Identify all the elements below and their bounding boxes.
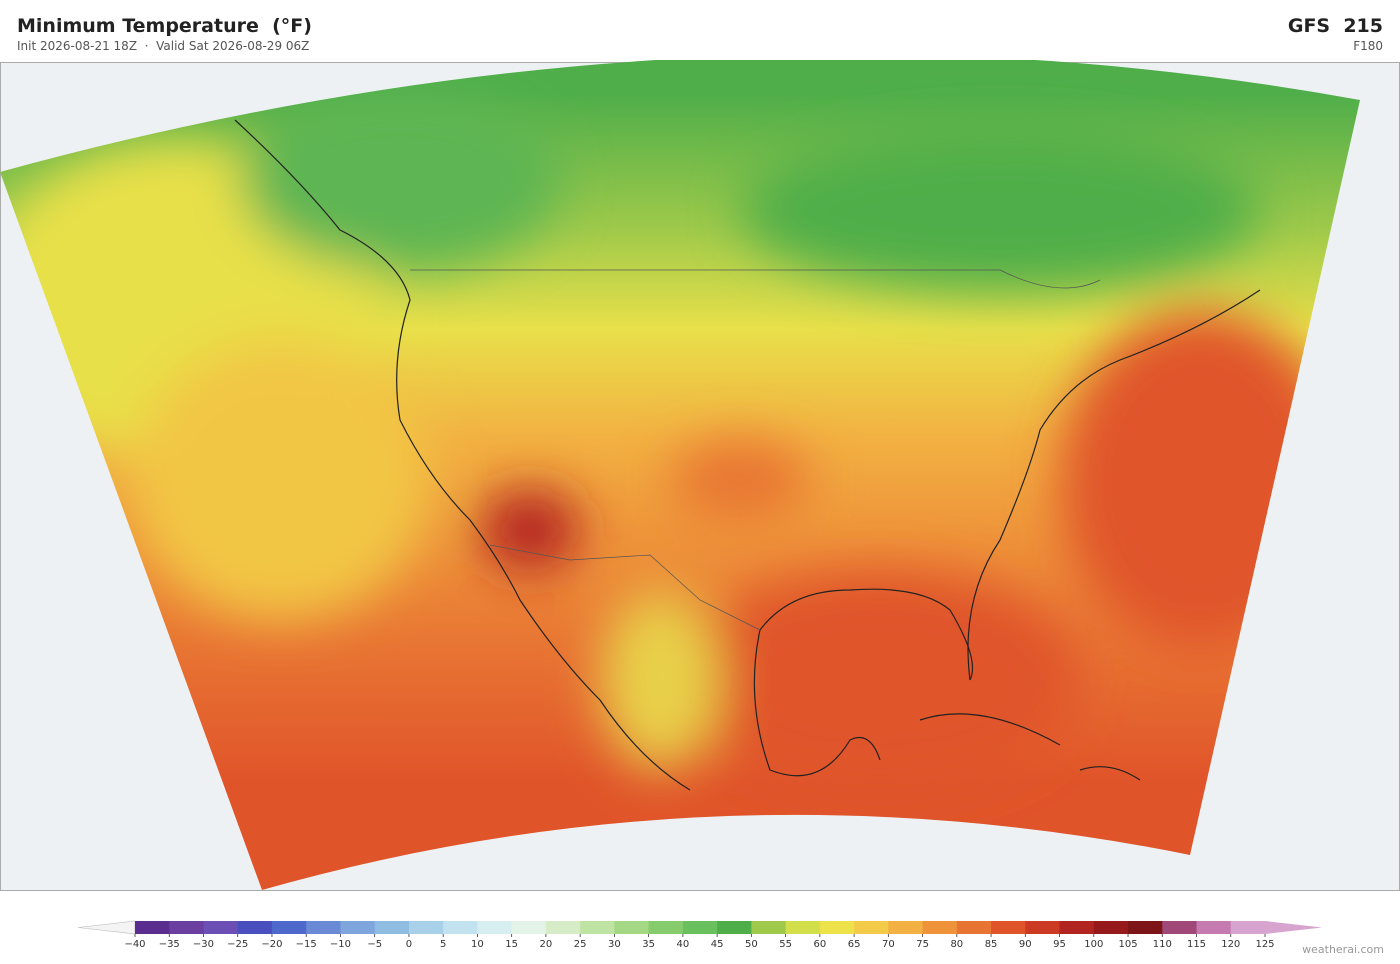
- colorbar-tick-label: −5: [367, 939, 382, 950]
- bc-green: [240, 90, 560, 270]
- colorbar-tick-label: 65: [848, 939, 861, 950]
- colorbar-tick-label: 10: [471, 939, 484, 950]
- colorbar-bin: [580, 921, 615, 934]
- colorbar-bin: [1128, 921, 1163, 934]
- colorbar-tick-label: 75: [916, 939, 929, 950]
- colorbar-bin: [922, 921, 958, 934]
- colorbar-tick-label: −35: [159, 939, 180, 950]
- title: Minimum Temperature (°F): [17, 15, 312, 37]
- colorbar-extend-low: [77, 920, 136, 935]
- colorbar-tick-label: 60: [813, 939, 826, 950]
- atlantic-coast: [967, 289, 1261, 681]
- colorbar-tick-label: 40: [677, 939, 690, 950]
- colorbar-tick-label: 5: [440, 939, 446, 950]
- model: GFS 215: [1287, 15, 1383, 37]
- coastlines: [234, 119, 1261, 791]
- colorbar-bin: [785, 921, 821, 934]
- colorbar-tick-label: 15: [505, 939, 518, 950]
- colorbar-bin: [819, 921, 855, 934]
- colorbar-bin: [271, 921, 307, 934]
- colorbar-tick-label: 120: [1221, 939, 1240, 950]
- colorbar-tick-label: 80: [950, 939, 963, 950]
- colorbar-tick-label: 55: [779, 939, 792, 950]
- colorbar-tick-label: 100: [1084, 939, 1103, 950]
- colorbar-tick-label: 90: [1019, 939, 1032, 950]
- colorbar-tick-label: 95: [1053, 939, 1066, 950]
- colorbar-bin: [956, 921, 992, 934]
- colorbar-bin: [340, 921, 376, 934]
- colorbar-tick-label: 110: [1153, 939, 1172, 950]
- colorbar-bin: [888, 921, 924, 934]
- colorbar-tick-label: 70: [882, 939, 895, 950]
- subtitle: Init 2026-08-21 18Z · Valid Sat 2026-08-…: [17, 39, 310, 53]
- colorbar-bin: [1230, 921, 1266, 934]
- colorbar-tick-label: −15: [296, 939, 317, 950]
- colorbar-bin: [443, 921, 478, 934]
- colorbar-bin: [717, 921, 752, 934]
- colorbar-bin: [511, 921, 547, 934]
- colorbar-bin: [1025, 921, 1061, 934]
- colorbar-tick-label: 105: [1118, 939, 1137, 950]
- colorbar-bin: [477, 921, 513, 934]
- colorbar-bin: [648, 921, 684, 934]
- colorbar-tick-label: 45: [711, 939, 724, 950]
- colorbar-bin: [135, 921, 170, 934]
- us-canada-border: [410, 269, 1101, 289]
- colorbar-bin: [1196, 921, 1232, 934]
- pacific-coast: [234, 119, 691, 791]
- colorbar-bin: [751, 921, 787, 934]
- borders: [410, 269, 1101, 631]
- colorbar-bin: [1162, 921, 1198, 934]
- colorbar-bin: [614, 921, 650, 934]
- colorbar-tick-label: 115: [1187, 939, 1206, 950]
- colorbar-tick-label: 25: [574, 939, 587, 950]
- colorbar-bin: [306, 921, 341, 934]
- colorbar-bin: [203, 921, 239, 934]
- colorbar-tick-label: 0: [406, 939, 412, 950]
- colorbar-tick-label: 20: [540, 939, 553, 950]
- plains-warm: [670, 440, 810, 520]
- colorbar-bin: [991, 921, 1026, 934]
- colorbar-tick-label: −30: [193, 939, 214, 950]
- mexico-plateau: [600, 590, 720, 770]
- colorbar-bin: [1059, 921, 1095, 934]
- colorbar-tick-label: 85: [985, 939, 998, 950]
- canada-green: [740, 130, 1260, 290]
- colorbar-tick-label: −25: [227, 939, 248, 950]
- colorbar-bin: [237, 921, 273, 934]
- colorbar-bin: [682, 921, 718, 934]
- colorbar-bin: [408, 921, 444, 934]
- colorbar-tick-label: −20: [261, 939, 282, 950]
- colorbar-tick-label: 35: [642, 939, 655, 950]
- colorbar-tick-label: −40: [124, 939, 145, 950]
- colorbar-tick-label: 50: [745, 939, 758, 950]
- forecast-hour: F180: [1353, 39, 1383, 53]
- gulf-red: [680, 570, 1080, 790]
- colorbar-bin: [854, 921, 889, 934]
- colorbar-tick-label: 125: [1255, 939, 1274, 950]
- colorbar-extend-high: [1265, 921, 1322, 934]
- colorbar-bin: [1093, 921, 1129, 934]
- colorbar-bin: [169, 921, 204, 934]
- us-mexico-border: [489, 544, 761, 631]
- pacific-orange: [130, 340, 430, 620]
- colorbar-bin: [374, 921, 410, 934]
- caribbean-islands: [919, 713, 1141, 781]
- credit: weatherai.com: [1302, 943, 1384, 956]
- colorbar-bin: [545, 921, 581, 934]
- desert-hot: [480, 490, 580, 570]
- colorbar-tick-label: −10: [330, 939, 351, 950]
- colorbar-tick-label: 30: [608, 939, 621, 950]
- temperature-field: [0, 60, 1360, 891]
